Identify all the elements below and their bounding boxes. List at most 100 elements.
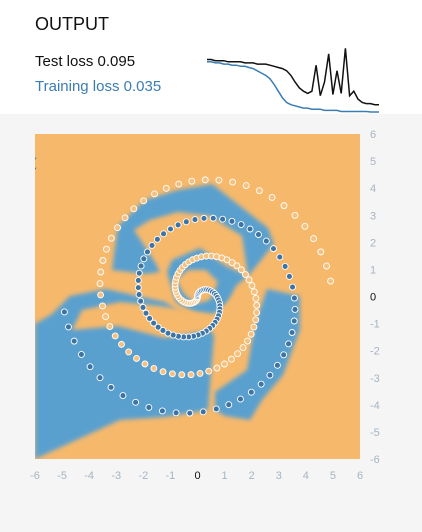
y-tick-label: 5	[370, 156, 376, 168]
orange-data-point	[125, 348, 133, 356]
orange-data-point	[133, 355, 140, 362]
orange-data-point	[150, 364, 158, 372]
blue-data-point	[153, 235, 161, 243]
blue-data-point	[86, 363, 94, 371]
orange-data-point	[317, 248, 325, 256]
orange-data-point	[99, 257, 107, 264]
orange-data-point	[229, 178, 237, 186]
blue-data-point	[60, 308, 68, 316]
orange-data-point	[205, 367, 213, 375]
blue-data-point	[135, 291, 143, 299]
blue-data-point	[270, 245, 277, 253]
blue-data-point	[266, 371, 274, 379]
training-loss-line	[207, 61, 379, 113]
blue-data-point	[96, 374, 104, 382]
positive-region-center	[176, 270, 218, 304]
x-tick-label: 1	[222, 470, 228, 482]
blue-data-point	[285, 340, 293, 348]
blue-data-point	[132, 398, 140, 406]
blue-data-point	[119, 392, 127, 400]
blue-data-point	[237, 221, 245, 229]
blue-data-point	[167, 225, 174, 233]
x-tick-label: -2	[138, 470, 148, 482]
blue-data-point	[225, 401, 233, 409]
orange-data-point	[168, 370, 176, 378]
blue-data-point	[262, 237, 270, 245]
negative-region-spiral-arm	[112, 184, 274, 318]
blue-data-point	[191, 216, 199, 224]
orange-data-point	[102, 313, 110, 321]
orange-data-point	[130, 205, 138, 213]
blue-data-point	[290, 317, 298, 325]
x-tick-label: 5	[330, 470, 336, 482]
blue-data-point	[186, 409, 194, 417]
orange-data-point	[237, 266, 245, 274]
test-loss-label: Test loss	[35, 53, 94, 70]
y-axis-ticks: 6 5 4 3 2 1 0 -1 -2 -3 -4 -5 -6	[370, 129, 380, 466]
blue-data-point	[142, 309, 150, 317]
training-loss-value: 0.035	[123, 78, 162, 95]
y-tick-label: -6	[370, 454, 380, 466]
y-tick-label: 3	[370, 210, 376, 222]
y-tick-label: 4	[370, 183, 376, 195]
x-axis-ticks: -6 -5 -4 -3 -2 -1 0 1 2 3 4 5 6	[30, 470, 363, 482]
test-loss-readout: Test loss 0.095	[35, 53, 135, 70]
orange-data-point	[121, 214, 129, 222]
orange-data-point	[327, 277, 335, 285]
blue-data-point	[212, 405, 220, 413]
blue-data-point	[65, 323, 72, 331]
orange-data-point	[213, 364, 221, 372]
blue-data-point	[257, 380, 265, 388]
orange-data-point	[244, 337, 251, 345]
y-tick-label: -2	[370, 346, 380, 358]
orange-data-point	[106, 323, 114, 331]
blue-data-point	[199, 408, 207, 416]
x-tick-label: 2	[249, 470, 255, 482]
y-tick-label: -1	[370, 319, 380, 331]
blue-data-point	[281, 262, 289, 270]
blue-data-point	[285, 272, 293, 280]
blue-data-point	[158, 407, 166, 415]
blue-data-point	[139, 304, 147, 311]
orange-data-point	[99, 302, 106, 310]
training-loss-label: Training loss	[35, 78, 120, 95]
orange-data-point	[253, 301, 261, 309]
orange-data-point	[151, 190, 158, 198]
blue-data-point	[150, 319, 158, 327]
y-tick-label: -5	[370, 427, 380, 439]
blue-data-point	[291, 306, 299, 313]
blue-data-point	[290, 294, 298, 302]
blue-data-point	[219, 215, 227, 223]
blue-data-point	[273, 361, 281, 369]
orange-data-point	[162, 184, 170, 192]
orange-data-point	[291, 211, 299, 219]
orange-data-point	[234, 350, 242, 358]
orange-data-point	[268, 193, 276, 201]
blue-data-point	[107, 383, 115, 391]
orange-data-point	[221, 360, 228, 368]
blue-data-point	[159, 327, 167, 334]
orange-data-point	[227, 355, 235, 363]
y-tick-label: -4	[370, 400, 380, 412]
blue-data-point	[288, 329, 296, 336]
blue-data-point	[148, 241, 156, 249]
blue-data-point	[247, 388, 255, 396]
orange-data-point	[253, 309, 261, 316]
orange-data-point	[102, 245, 110, 253]
blue-data-point	[137, 297, 145, 305]
x-tick-label: 4	[303, 470, 309, 482]
blue-data-point	[134, 284, 142, 292]
orange-data-point	[280, 202, 288, 210]
training-loss-readout: Training loss 0.035	[35, 78, 161, 95]
orange-data-point	[188, 177, 196, 185]
x-tick-label: -5	[57, 470, 67, 482]
orange-data-point	[175, 180, 183, 188]
x-tick-label: 3	[276, 470, 282, 482]
blue-data-point	[145, 404, 153, 411]
orange-data-point	[196, 369, 204, 377]
blue-data-point	[160, 230, 168, 238]
output-title: OUTPUT	[35, 14, 109, 34]
blue-data-point	[182, 218, 190, 226]
blue-data-point	[140, 255, 148, 263]
x-tick-label: -4	[84, 470, 94, 482]
